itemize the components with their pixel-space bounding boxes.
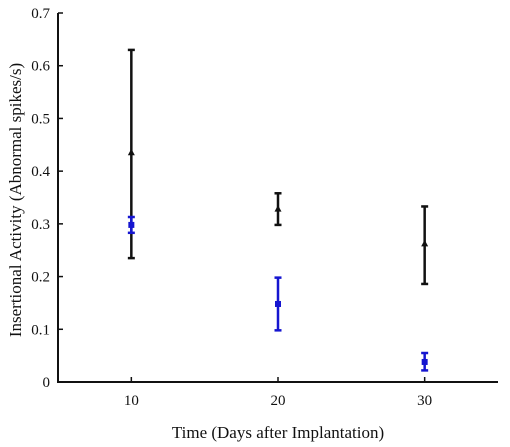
- marker-square: [421, 358, 428, 365]
- y-tick-label: 0.1: [31, 322, 50, 338]
- x-tick-label: 30: [417, 393, 432, 409]
- y-tick-label: 0.3: [31, 217, 50, 233]
- y-axis-label: Insertional Activity (Abnormal spikes/s): [6, 63, 25, 337]
- data-point: [421, 351, 429, 372]
- y-tick-label: 0: [43, 375, 51, 391]
- plot-area: 0 0.1 0.2 0.3 0.4 0.5 0.6 0.7 10 20 30: [31, 6, 498, 409]
- x-tick-label: 10: [124, 393, 139, 409]
- marker-triangle: [421, 239, 429, 247]
- y-tick-label: 0.2: [31, 270, 50, 286]
- marker-triangle: [127, 148, 135, 156]
- marker-triangle: [274, 205, 282, 212]
- marker-square: [275, 300, 281, 307]
- y-tick-label: 0.4: [31, 164, 50, 180]
- data-point: [274, 192, 282, 227]
- y-tick-label: 0.5: [31, 111, 50, 127]
- data-point: [127, 215, 135, 235]
- marker-square: [128, 221, 135, 228]
- x-tick-label: 20: [271, 393, 286, 409]
- y-tick-label: 0.7: [31, 6, 50, 22]
- data-point: [421, 205, 429, 286]
- data-point: [274, 276, 282, 332]
- x-axis-label: Time (Days after Implantation): [172, 423, 384, 442]
- y-tick-label: 0.6: [31, 59, 50, 75]
